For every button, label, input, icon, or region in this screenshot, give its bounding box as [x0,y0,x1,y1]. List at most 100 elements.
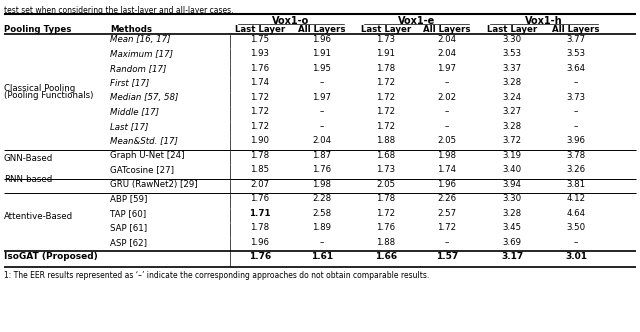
Text: 2.04: 2.04 [312,136,332,145]
Text: 1.78: 1.78 [376,194,396,203]
Text: 1.75: 1.75 [250,35,269,44]
Text: Classical Pooling: Classical Pooling [4,84,76,93]
Text: 2.07: 2.07 [250,180,269,189]
Text: 1.90: 1.90 [250,136,269,145]
Text: 3.73: 3.73 [566,93,586,102]
Text: 1.95: 1.95 [312,64,332,73]
Text: 3.81: 3.81 [566,180,586,189]
Text: Attentive-Based: Attentive-Based [4,211,73,220]
Text: 3.28: 3.28 [502,78,522,87]
Text: 3.96: 3.96 [566,136,586,145]
Text: 3.77: 3.77 [566,35,586,44]
Text: 3.64: 3.64 [566,64,586,73]
Text: –: – [445,238,449,247]
Text: 1.72: 1.72 [376,209,396,218]
Text: Median [57, 58]: Median [57, 58] [110,93,179,102]
Text: 1.72: 1.72 [250,122,269,131]
Text: Vox1-h: Vox1-h [525,16,563,26]
Text: Graph U-Net [24]: Graph U-Net [24] [110,151,184,160]
Text: 1.96: 1.96 [250,238,269,247]
Text: 4.12: 4.12 [566,194,586,203]
Text: 1.73: 1.73 [376,35,396,44]
Text: 1.96: 1.96 [438,180,456,189]
Text: 3.50: 3.50 [566,223,586,232]
Text: IsoGAT (Proposed): IsoGAT (Proposed) [4,252,98,261]
Text: –: – [574,238,578,247]
Text: 4.64: 4.64 [566,209,586,218]
Text: Last [17]: Last [17] [110,122,148,131]
Text: Last Layer: Last Layer [235,25,285,34]
Text: SAP [61]: SAP [61] [110,223,147,232]
Text: 1.98: 1.98 [438,151,456,160]
Text: ASP [62]: ASP [62] [110,238,147,247]
Text: 3.28: 3.28 [502,209,522,218]
Text: Vox1-e: Vox1-e [398,16,435,26]
Text: 1.76: 1.76 [376,223,396,232]
Text: GATcosine [27]: GATcosine [27] [110,165,174,174]
Text: 1.97: 1.97 [438,64,456,73]
Text: 2.57: 2.57 [437,209,456,218]
Text: 2.05: 2.05 [437,136,456,145]
Text: 1.74: 1.74 [437,165,456,174]
Text: 1.76: 1.76 [312,165,332,174]
Text: –: – [445,107,449,116]
Text: 1.66: 1.66 [375,252,397,261]
Text: 3.19: 3.19 [502,151,522,160]
Text: 3.28: 3.28 [502,122,522,131]
Text: 2.04: 2.04 [437,49,456,58]
Text: 3.30: 3.30 [502,35,522,44]
Text: 1.72: 1.72 [376,122,396,131]
Text: Last Layer: Last Layer [487,25,537,34]
Text: 1.61: 1.61 [311,252,333,261]
Text: TAP [60]: TAP [60] [110,209,146,218]
Text: 2.26: 2.26 [437,194,456,203]
Text: 2.02: 2.02 [437,93,456,102]
Text: All Layers: All Layers [423,25,471,34]
Text: 3.45: 3.45 [502,223,522,232]
Text: 2.28: 2.28 [312,194,332,203]
Text: 1.88: 1.88 [376,238,396,247]
Text: 3.17: 3.17 [501,252,523,261]
Text: 3.72: 3.72 [502,136,522,145]
Text: (Pooling Functionals): (Pooling Functionals) [4,91,93,100]
Text: 3.69: 3.69 [502,238,522,247]
Text: 1.93: 1.93 [250,49,269,58]
Text: All Layers: All Layers [552,25,600,34]
Text: GRU (RawNet2) [29]: GRU (RawNet2) [29] [110,180,198,189]
Text: 1.72: 1.72 [250,107,269,116]
Text: 1.72: 1.72 [376,107,396,116]
Text: 3.27: 3.27 [502,107,522,116]
Text: 1.72: 1.72 [376,78,396,87]
Text: 1: The EER results represented as ‘–’ indicate the corresponding approaches do n: 1: The EER results represented as ‘–’ in… [4,271,429,280]
Text: –: – [320,78,324,87]
Text: 1.72: 1.72 [376,93,396,102]
Text: Mean [16, 17]: Mean [16, 17] [110,35,170,44]
Text: 1.68: 1.68 [376,151,396,160]
Text: –: – [445,122,449,131]
Text: 2.58: 2.58 [312,209,332,218]
Text: 1.97: 1.97 [312,93,332,102]
Text: Mean&Std. [17]: Mean&Std. [17] [110,136,178,145]
Text: 1.91: 1.91 [312,49,332,58]
Text: 3.53: 3.53 [502,49,522,58]
Text: 1.88: 1.88 [376,136,396,145]
Text: 1.57: 1.57 [436,252,458,261]
Text: 1.89: 1.89 [312,223,332,232]
Text: –: – [320,122,324,131]
Text: First [17]: First [17] [110,78,149,87]
Text: 3.78: 3.78 [566,151,586,160]
Text: –: – [320,107,324,116]
Text: 3.01: 3.01 [565,252,587,261]
Text: 1.87: 1.87 [312,151,332,160]
Text: 3.24: 3.24 [502,93,522,102]
Text: 1.98: 1.98 [312,180,332,189]
Text: 3.26: 3.26 [566,165,586,174]
Text: 1.78: 1.78 [376,64,396,73]
Text: 1.73: 1.73 [376,165,396,174]
Text: GNN-Based: GNN-Based [4,153,53,163]
Text: Methods: Methods [110,25,152,34]
Text: 3.40: 3.40 [502,165,522,174]
Text: 1.74: 1.74 [250,78,269,87]
Text: 1.72: 1.72 [437,223,456,232]
Text: –: – [574,107,578,116]
